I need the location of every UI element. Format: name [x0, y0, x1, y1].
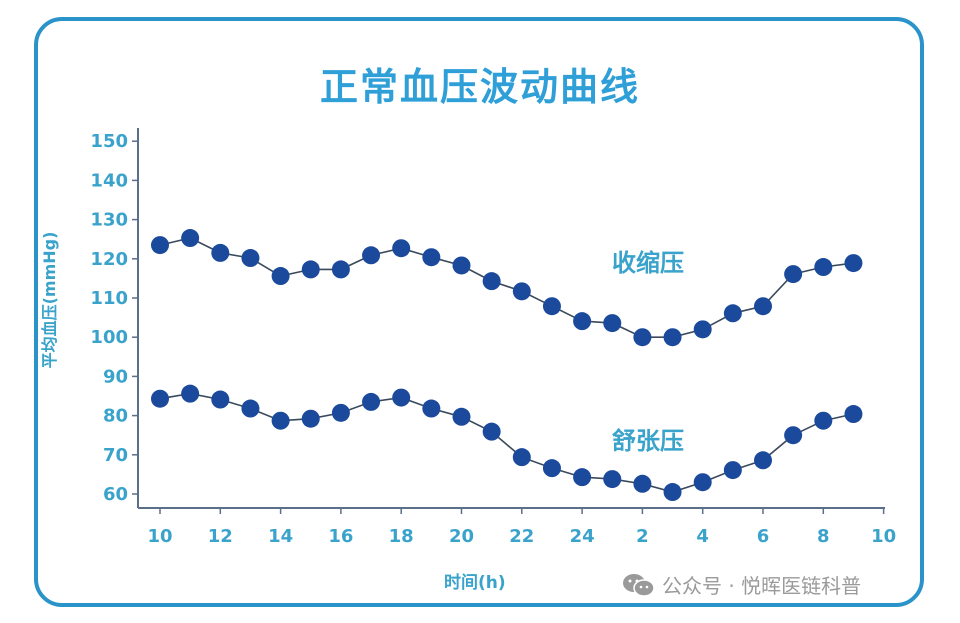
data-point [452, 256, 471, 275]
x-axis-label: 时间(h) [444, 573, 506, 593]
diastolic-line [159, 392, 854, 493]
y-tick-label: 130 [90, 210, 128, 231]
data-point [512, 282, 531, 301]
data-point [663, 483, 682, 502]
x-tick-label: 14 [268, 526, 293, 547]
data-point [754, 451, 772, 470]
data-point [754, 297, 772, 316]
data-point [844, 405, 863, 424]
x-tick-label: 4 [696, 526, 709, 547]
data-point [181, 229, 200, 248]
data-point [362, 392, 381, 411]
watermark: 公众号 · 悦晖医链科普 [622, 570, 861, 599]
x-tick-label: 6 [757, 526, 770, 547]
chart-title: 正常血压波动曲线 [319, 65, 640, 109]
data-point [633, 474, 652, 493]
data-point [573, 312, 592, 331]
data-point [512, 448, 531, 467]
y-tick-label: 150 [90, 131, 128, 152]
data-point [573, 468, 592, 487]
data-point [784, 265, 803, 284]
data-point [723, 304, 742, 323]
wechat-icon [622, 573, 656, 597]
data-point [392, 388, 411, 407]
systolic-line [159, 237, 854, 339]
data-point [663, 328, 682, 347]
y-tick-label: 90 [103, 366, 128, 387]
data-point [603, 470, 622, 489]
data-point [693, 320, 712, 339]
data-point [633, 328, 652, 347]
data-point [542, 459, 561, 478]
data-point [362, 246, 381, 265]
data-point [181, 384, 200, 403]
data-point [301, 260, 320, 279]
y-tick-label: 110 [90, 288, 128, 309]
x-tick-label: 10 [871, 526, 896, 547]
y-tick-label: 80 [103, 406, 128, 427]
data-point [151, 236, 169, 255]
x-tick-label: 18 [389, 526, 414, 547]
x-tick-label: 22 [509, 526, 534, 547]
data-point [482, 422, 501, 441]
data-point [301, 409, 320, 428]
x-tick-label: 8 [817, 526, 830, 547]
y-axis-label: 平均血压(mmHg) [40, 231, 59, 369]
x-tick-label: 10 [147, 526, 172, 547]
x-tick-label: 16 [328, 526, 353, 547]
watermark-text: 公众号 · 悦晖医链科普 [662, 574, 862, 598]
data-point [211, 243, 230, 262]
data-point [784, 426, 803, 445]
data-point [422, 248, 441, 267]
x-tick-label: 2 [636, 526, 649, 547]
data-point [151, 389, 169, 408]
y-tick-label: 140 [90, 170, 128, 191]
y-tick-label: 60 [103, 484, 128, 505]
data-point [211, 390, 230, 409]
x-tick-label: 24 [570, 526, 595, 547]
data-point [693, 473, 712, 492]
data-point [422, 399, 441, 418]
data-point [241, 399, 260, 418]
diastolic-label: 舒张压 [612, 427, 684, 455]
data-point [331, 260, 350, 279]
systolic-label: 收缩压 [612, 249, 684, 277]
data-point [392, 239, 411, 258]
data-point [271, 411, 290, 430]
y-tick-label: 120 [90, 249, 128, 270]
data-point [844, 254, 863, 273]
data-point [723, 461, 742, 480]
data-point [452, 407, 471, 426]
y-tick-label: 100 [90, 327, 128, 348]
data-point [814, 258, 833, 277]
y-tick-label: 70 [103, 445, 128, 466]
data-point [271, 267, 290, 286]
data-point [241, 249, 260, 268]
x-tick-label: 20 [449, 526, 474, 547]
x-tick-label: 12 [208, 526, 233, 547]
data-point [814, 411, 833, 430]
data-point [603, 314, 622, 333]
data-point [482, 272, 501, 291]
series-group [151, 229, 863, 502]
data-point [331, 403, 350, 422]
data-point [542, 297, 561, 316]
